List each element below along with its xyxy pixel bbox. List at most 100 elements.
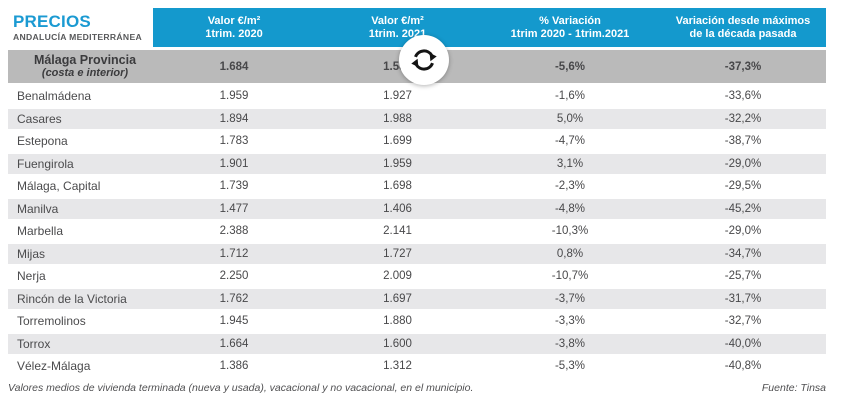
variation-yoy: -5,3% xyxy=(554,360,586,373)
variation-from-max: -33,6% xyxy=(724,90,762,103)
value-2020: 2.250 xyxy=(219,270,249,283)
page-subtitle: ANDALUCÍA MEDITERRÁNEA xyxy=(13,32,142,42)
value-2021: 1.406 xyxy=(383,202,412,215)
value-2020: 1.945 xyxy=(219,315,249,328)
value-2021: 2.141 xyxy=(383,225,412,238)
municipality-name: Casares xyxy=(17,111,62,126)
value-2020: 1.712 xyxy=(219,247,249,260)
variation-from-max: -40,0% xyxy=(724,337,762,350)
value-2020: 1.684 xyxy=(219,60,249,73)
footer-note: Valores medios de vivienda terminada (nu… xyxy=(8,382,474,394)
variation-yoy: 0,8% xyxy=(556,247,584,260)
variation-yoy: -3,7% xyxy=(554,292,586,305)
table-row: Torremolinos 1.945 1.880 -3,3% -32,7% xyxy=(8,311,826,332)
variation-from-max: -40,8% xyxy=(724,360,762,373)
table-row: Mijas 1.712 1.727 0,8% -34,7% xyxy=(8,243,826,264)
value-2021: 1.312 xyxy=(383,360,412,373)
municipality-name: Torremolinos xyxy=(17,314,86,329)
summary-name: Málaga Provincia xyxy=(33,53,137,67)
municipality-name: Málaga, Capital xyxy=(17,179,101,194)
refresh-button[interactable] xyxy=(399,35,449,85)
col-header-valor-2021: Valor €/m² 1trim. 2021 xyxy=(315,8,480,47)
variation-yoy: -4,8% xyxy=(554,202,586,215)
municipality-name: Vélez-Málaga xyxy=(17,359,91,374)
value-2021: 1.927 xyxy=(383,90,412,103)
variation-from-max: -32,7% xyxy=(724,315,762,328)
variation-from-max: -29,0% xyxy=(724,225,762,238)
col-header-line: Valor €/m² xyxy=(371,14,424,27)
value-2020: 1.783 xyxy=(219,135,249,148)
table-row: Rincón de la Victoria 1.762 1.697 -3,7% … xyxy=(8,288,826,309)
table-row: Estepona 1.783 1.699 -4,7% -38,7% xyxy=(8,131,826,152)
variation-yoy: -10,7% xyxy=(551,270,589,283)
value-2020: 2.388 xyxy=(219,225,249,238)
value-2021: 1.727 xyxy=(383,247,412,260)
footer-source: Fuente: Tinsa xyxy=(761,382,826,394)
municipality-name: Mijas xyxy=(17,246,46,261)
variation-from-max: -29,5% xyxy=(724,180,762,193)
col-header-line: Variación desde máximos xyxy=(675,14,811,27)
col-header-line: % Variación xyxy=(539,14,601,27)
table-row: Benalmádena 1.959 1.927 -1,6% -33,6% xyxy=(8,86,826,107)
variation-yoy: -4,7% xyxy=(554,135,586,148)
municipality-name: Marbella xyxy=(17,224,64,239)
variation-from-max: -34,7% xyxy=(724,247,762,260)
value-2021: 1.880 xyxy=(383,315,412,328)
variation-from-max: -38,7% xyxy=(724,135,762,148)
value-2020: 1.901 xyxy=(219,157,249,170)
table-row: Fuengirola 1.901 1.959 3,1% -29,0% xyxy=(8,153,826,174)
variation-yoy: -3,3% xyxy=(554,315,586,328)
variation-yoy: -10,3% xyxy=(551,225,589,238)
variation-yoy: -2,3% xyxy=(554,180,586,193)
col-header-line: Valor €/m² xyxy=(207,14,261,27)
col-header-valor-2020: Valor €/m² 1trim. 2020 xyxy=(153,8,315,47)
variation-yoy: -5,6% xyxy=(554,60,586,73)
col-header-line: 1trim 2020 - 1trim.2021 xyxy=(510,27,630,40)
municipality-name: Estepona xyxy=(17,134,68,149)
value-2020: 1.959 xyxy=(219,90,249,103)
value-2021: 1.600 xyxy=(383,337,412,350)
value-2020: 1.762 xyxy=(219,292,249,305)
value-2021: 2.009 xyxy=(383,270,412,283)
footer: Valores medios de vivienda terminada (nu… xyxy=(8,382,826,394)
table-row: Nerja 2.250 2.009 -10,7% -25,7% xyxy=(8,266,826,287)
municipality-name: Manilva xyxy=(17,201,59,216)
municipality-name: Fuengirola xyxy=(17,156,74,171)
value-2020: 1.386 xyxy=(219,360,249,373)
value-2021: 1.697 xyxy=(383,292,412,305)
col-header-line: 1trim. 2021 xyxy=(368,27,427,40)
variation-from-max: -29,0% xyxy=(724,157,762,170)
table-row: Torrox 1.664 1.600 -3,8% -40,0% xyxy=(8,333,826,354)
value-2020: 1.894 xyxy=(219,112,249,125)
value-2020: 1.477 xyxy=(219,202,249,215)
variation-yoy: -3,8% xyxy=(554,337,586,350)
table-row: Manilva 1.477 1.406 -4,8% -45,2% xyxy=(8,198,826,219)
table-row: Málaga, Capital 1.739 1.698 -2,3% -29,5% xyxy=(8,176,826,197)
variation-from-max: -37,3% xyxy=(724,60,762,73)
col-header-variacion-maximos: Variación desde máximos de la década pas… xyxy=(660,8,826,47)
variation-yoy: 3,1% xyxy=(556,157,584,170)
col-header-line: 1trim. 2020 xyxy=(205,27,263,40)
variation-yoy: 5,0% xyxy=(556,112,584,125)
table-header: PRECIOS ANDALUCÍA MEDITERRÁNEA Valor €/m… xyxy=(8,8,826,47)
summary-note: (costa e interior) xyxy=(41,67,129,79)
variation-from-max: -25,7% xyxy=(724,270,762,283)
prices-table: PRECIOS ANDALUCÍA MEDITERRÁNEA Valor €/m… xyxy=(8,8,826,377)
title-block: PRECIOS ANDALUCÍA MEDITERRÁNEA xyxy=(8,8,153,47)
value-2021: 1.988 xyxy=(383,112,412,125)
variation-from-max: -31,7% xyxy=(724,292,762,305)
value-2020: 1.664 xyxy=(219,337,249,350)
value-2020: 1.739 xyxy=(219,180,249,193)
municipality-name: Nerja xyxy=(17,269,46,284)
table-row: Marbella 2.388 2.141 -10,3% -29,0% xyxy=(8,221,826,242)
municipality-name: Torrox xyxy=(17,336,51,351)
table-row: Casares 1.894 1.988 5,0% -32,2% xyxy=(8,108,826,129)
municipality-name: Málaga Provincia (costa e interior) xyxy=(8,50,153,83)
municipality-name: Benalmádena xyxy=(17,89,92,104)
value-2021: 1.698 xyxy=(383,180,412,193)
page-title: PRECIOS xyxy=(13,12,91,31)
value-2021: 1.959 xyxy=(383,157,412,170)
table-row: Vélez-Málaga 1.386 1.312 -5,3% -40,8% xyxy=(8,356,826,377)
value-2021: 1.699 xyxy=(383,135,412,148)
